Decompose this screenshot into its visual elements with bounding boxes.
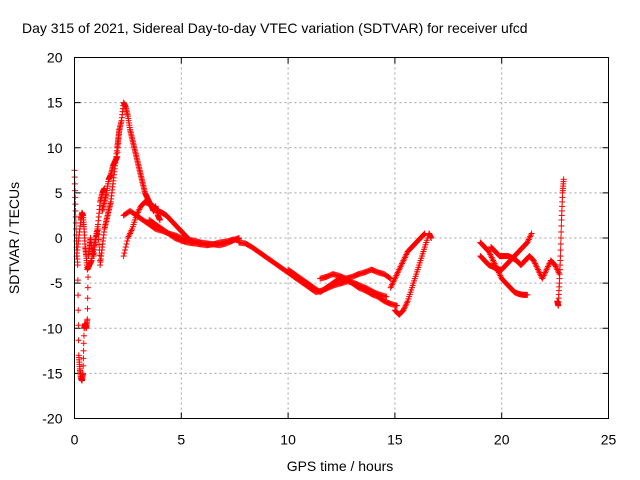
data-point-marker	[96, 241, 103, 248]
data-point-marker	[84, 295, 91, 302]
data-point-marker	[156, 216, 163, 223]
y-tick-label: -15	[42, 365, 62, 381]
data-point-marker	[421, 231, 428, 238]
y-tick-label: -10	[42, 320, 62, 336]
data-point-marker	[560, 176, 567, 183]
data-point-marker	[421, 230, 428, 237]
data-point-marker	[80, 340, 87, 347]
y-tick-label: 5	[55, 185, 63, 201]
series-arc-10	[387, 230, 428, 291]
data-point-marker	[85, 274, 92, 281]
data-point-marker	[524, 291, 531, 298]
data-point-marker	[72, 201, 79, 208]
data-point-marker	[84, 305, 91, 312]
data-point-marker	[558, 222, 565, 229]
y-tick-label: 20	[47, 50, 63, 66]
y-axis-label: SDTVAR / TECUs	[6, 182, 22, 294]
x-tick-labels: 0 5 10 15 20 25	[71, 432, 617, 448]
y-tick-labels: -20 -15 -10 -5 0 5 10 15 20	[42, 50, 62, 427]
data-point-marker	[80, 370, 87, 377]
data-point-marker	[74, 277, 81, 284]
data-point-marker	[75, 307, 82, 314]
series-arc-early	[71, 167, 104, 384]
data-point-marker	[80, 355, 87, 362]
data-point-marker	[558, 228, 565, 235]
data-point-marker	[120, 253, 127, 260]
data-points	[71, 99, 567, 384]
y-tick-label: 15	[47, 95, 63, 111]
data-point-marker	[75, 337, 82, 344]
x-axis-label: GPS time / hours	[287, 458, 394, 474]
y-tick-label: -20	[42, 411, 62, 427]
data-point-marker	[383, 293, 390, 300]
data-point-marker	[124, 238, 131, 245]
data-point-marker	[80, 362, 87, 369]
data-point-marker	[74, 262, 81, 269]
data-point-marker	[72, 207, 79, 214]
data-point-marker	[84, 284, 91, 291]
data-point-marker	[72, 187, 79, 194]
data-point-marker	[528, 230, 535, 237]
data-point-marker	[121, 250, 128, 257]
data-point-marker	[557, 235, 564, 241]
series-arc-14	[554, 176, 567, 309]
data-point-marker	[80, 332, 87, 339]
series-arc-8	[317, 266, 394, 282]
y-tick-label: 0	[55, 230, 63, 246]
data-point-marker	[72, 194, 79, 201]
x-tick-label: 10	[280, 432, 296, 448]
series-arc-7	[285, 266, 401, 309]
chart-title: Day 315 of 2021, Sidereal Day-to-day VTE…	[22, 20, 528, 36]
data-point-marker	[122, 247, 129, 254]
series-arc-2	[99, 99, 163, 223]
x-tick-label: 25	[601, 432, 617, 448]
data-point-marker	[557, 247, 564, 254]
series-arc-9	[391, 230, 435, 318]
data-point-marker	[80, 347, 87, 354]
x-tick-label: 15	[387, 432, 403, 448]
series-arc-11	[477, 239, 531, 298]
data-point-marker	[123, 241, 130, 248]
data-point-marker	[557, 241, 564, 248]
data-point-marker	[428, 235, 435, 241]
series-arc-13	[488, 244, 563, 282]
y-tick-label: 10	[47, 140, 63, 156]
data-point-marker	[386, 274, 393, 281]
data-point-marker	[84, 316, 91, 323]
data-point-marker	[394, 302, 401, 309]
y-tick-label: -5	[50, 275, 63, 291]
x-tick-label: 20	[494, 432, 510, 448]
data-point-marker	[75, 322, 82, 329]
series-arc-5	[146, 216, 242, 249]
x-tick-label: 0	[71, 432, 79, 448]
x-tick-label: 5	[177, 432, 185, 448]
data-point-marker	[75, 292, 82, 299]
plot-frame	[74, 57, 609, 419]
data-point-marker	[557, 253, 564, 260]
data-point-marker	[122, 244, 129, 251]
data-point-marker	[72, 213, 79, 220]
